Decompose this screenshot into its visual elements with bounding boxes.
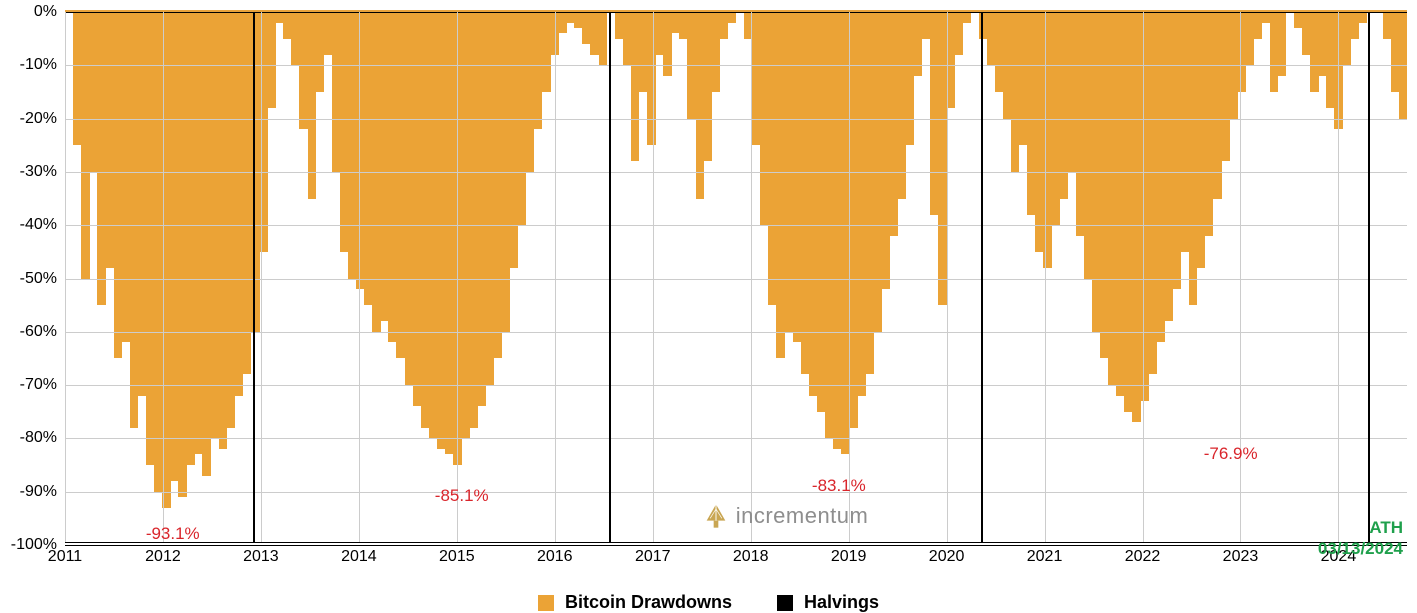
year-gridline: [751, 12, 752, 542]
year-gridline: [947, 12, 948, 542]
gridline: [65, 279, 1407, 280]
gridline: [65, 119, 1407, 120]
x-tick-label: 2013: [243, 542, 279, 566]
x-tick-label: 2022: [1125, 542, 1161, 566]
gridline: [65, 332, 1407, 333]
y-tick-label: -90%: [20, 483, 65, 501]
x-tick-label: 2011: [48, 542, 82, 566]
gridline: [65, 172, 1407, 173]
year-gridline: [359, 12, 360, 542]
x-tick-label: 2019: [831, 542, 867, 566]
gridline: [65, 65, 1407, 66]
legend-item-halvings: Halvings: [777, 592, 879, 613]
y-tick-label: -10%: [20, 56, 65, 74]
ath-label: ATH03/13/2024: [1318, 518, 1403, 559]
halving-line: [253, 12, 255, 542]
trough-annotation: -83.1%: [812, 476, 866, 496]
halving-line: [981, 12, 983, 542]
gridline: [65, 12, 1407, 13]
x-tick-label: 2017: [635, 542, 671, 566]
gridline: [65, 225, 1407, 226]
plot-area: 0%-10%-20%-30%-40%-50%-60%-70%-80%-90%-1…: [65, 10, 1407, 543]
y-tick-label: 0%: [34, 3, 65, 21]
legend-label-drawdowns: Bitcoin Drawdowns: [565, 592, 732, 612]
x-tick-label: 2014: [341, 542, 377, 566]
legend-label-halvings: Halvings: [804, 592, 879, 612]
gridline: [65, 385, 1407, 386]
y-tick-label: -60%: [20, 323, 65, 341]
x-tick-label: 2016: [537, 542, 573, 566]
halving-line: [1368, 12, 1370, 542]
year-gridline: [555, 12, 556, 542]
year-gridline: [65, 12, 66, 542]
y-tick-label: -80%: [20, 429, 65, 447]
year-gridline: [1045, 12, 1046, 542]
y-tick-label: -70%: [20, 376, 65, 394]
x-tick-label: 2018: [733, 542, 769, 566]
x-tick-label: 2015: [439, 542, 475, 566]
legend-item-drawdowns: Bitcoin Drawdowns: [538, 592, 732, 613]
x-tick-label: 2021: [1027, 542, 1063, 566]
year-gridline: [849, 12, 850, 542]
trough-annotation: -85.1%: [435, 486, 489, 506]
trough-annotation: -93.1%: [146, 524, 200, 544]
drawdown-chart: 0%-10%-20%-30%-40%-50%-60%-70%-80%-90%-1…: [0, 0, 1417, 613]
year-gridline: [653, 12, 654, 542]
legend: Bitcoin Drawdowns Halvings: [0, 592, 1417, 613]
y-tick-label: -20%: [20, 110, 65, 128]
x-tick-label: 2020: [929, 542, 965, 566]
year-gridline: [163, 12, 164, 542]
year-gridline: [1143, 12, 1144, 542]
watermark: incrementum: [702, 502, 869, 530]
legend-swatch-drawdowns: [538, 595, 554, 611]
legend-swatch-halvings: [777, 595, 793, 611]
year-gridline: [457, 12, 458, 542]
year-gridline: [1338, 12, 1339, 542]
y-tick-label: -30%: [20, 163, 65, 181]
y-tick-label: -50%: [20, 270, 65, 288]
year-gridline: [261, 12, 262, 542]
gridline: [65, 492, 1407, 493]
halving-line: [609, 12, 611, 542]
tree-icon: [702, 502, 730, 530]
y-tick-label: -40%: [20, 216, 65, 234]
x-tick-label: 2023: [1223, 542, 1259, 566]
gridline: [65, 438, 1407, 439]
trough-annotation: -76.9%: [1204, 444, 1258, 464]
x-tick-label: 2012: [145, 542, 181, 566]
